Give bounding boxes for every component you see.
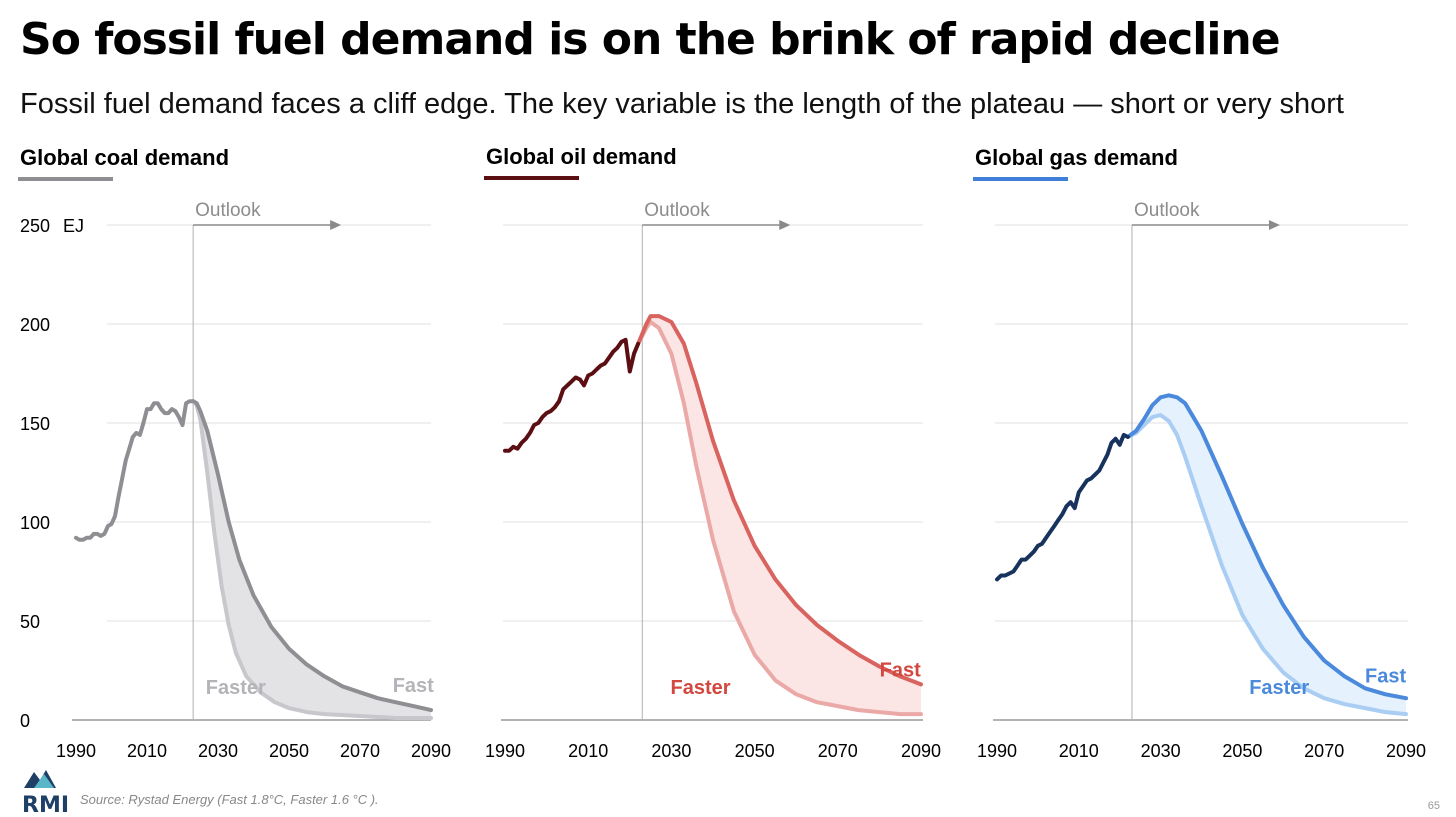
x-tick-label: 1990 [56,741,96,761]
x-tick-label: 2050 [735,741,775,761]
x-tick-label: 2010 [568,741,608,761]
outlook-label: Outlook [195,200,261,221]
scenario-band [1127,395,1406,715]
chart-panel-2: Global gas demand 1990 2010 2030 2050 2070 209… [973,145,1426,761]
y-tick-label: 50 [20,612,40,632]
outlook-label: Outlook [644,200,710,221]
y-tick-label: 100 [20,513,50,533]
historical-series-line [995,432,1130,582]
x-tick-label: 1990 [977,741,1017,761]
scenario-band [193,401,431,719]
fast-label: Fast [880,659,921,681]
source-note: Source: Rystad Energy (Fast 1.8°C, Faste… [80,792,379,807]
outlook-arrowhead [330,220,342,230]
outlook-label: Outlook [1134,200,1200,221]
scenario-band [638,316,921,715]
x-tick-label: 2090 [901,741,941,761]
faster-series-line [191,399,433,720]
charts-canvas: Global coal demand 0 50 100 150 200 250 EJ 1990 2… [18,144,1426,761]
x-tick-label: 2010 [127,741,167,761]
rmi-logo: RMI [22,770,69,816]
y-tick-label: 0 [20,711,30,731]
chart-title: Global gas demand [975,145,1178,170]
x-tick-label: 2070 [1304,741,1344,761]
x-tick-label: 2050 [1222,741,1262,761]
chart-title-accent [484,176,579,180]
outlook-arrowhead [1268,220,1280,230]
x-tick-label: 2030 [1141,741,1181,761]
faster-label: Faster [206,677,266,699]
y-unit-label: EJ [63,216,84,236]
faster-series-line [636,320,923,717]
x-tick-label: 2050 [269,741,309,761]
fast-label: Fast [1365,665,1406,687]
faster-series-line [1125,413,1408,717]
y-tick-label: 200 [20,315,50,335]
outlook-arrowhead [779,220,791,230]
x-tick-label: 2010 [1059,741,1099,761]
y-tick-label: 250 [20,216,50,236]
chart-panel-0: Global coal demand 0 50 100 150 200 250 EJ 1990 2… [18,145,451,761]
fast-series-line [1125,393,1408,701]
y-tick-label: 150 [20,414,50,434]
fast-label: Fast [393,675,434,697]
page-title: So fossil fuel demand is on the brink of… [20,14,1281,65]
x-tick-label: 2030 [651,741,691,761]
x-tick-label: 2090 [411,741,451,761]
faster-label: Faster [1249,677,1309,699]
page-subtitle: Fossil fuel demand faces a cliff edge. T… [20,88,1344,120]
x-tick-label: 2070 [340,741,380,761]
chart-title-accent [973,177,1068,181]
historical-series-line [74,399,196,542]
logo-text: RMI [22,793,69,816]
x-tick-label: 2090 [1386,741,1426,761]
chart-title-accent [18,177,113,181]
x-tick-label: 2070 [818,741,858,761]
x-tick-label: 2030 [198,741,238,761]
x-tick-label: 1990 [485,741,525,761]
page-number: 65 [1427,800,1440,812]
faster-label: Faster [671,677,731,699]
fast-series-line [636,314,923,687]
fast-series-line [191,399,433,713]
chart-title: Global coal demand [20,145,229,170]
chart-panel-1: Global oil demand 1990 2010 2030 2050 2070 209… [484,144,941,761]
historical-series-line [503,337,641,453]
chart-title: Global oil demand [486,144,677,169]
